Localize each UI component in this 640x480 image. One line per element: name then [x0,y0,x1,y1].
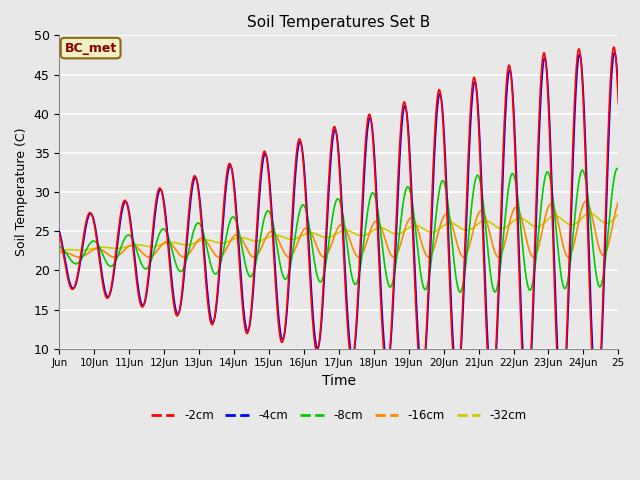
Title: Soil Temperatures Set B: Soil Temperatures Set B [247,15,431,30]
Text: BC_met: BC_met [65,42,116,55]
Y-axis label: Soil Temperature (C): Soil Temperature (C) [15,128,28,256]
Legend: -2cm, -4cm, -8cm, -16cm, -32cm: -2cm, -4cm, -8cm, -16cm, -32cm [146,405,532,427]
X-axis label: Time: Time [322,374,356,388]
